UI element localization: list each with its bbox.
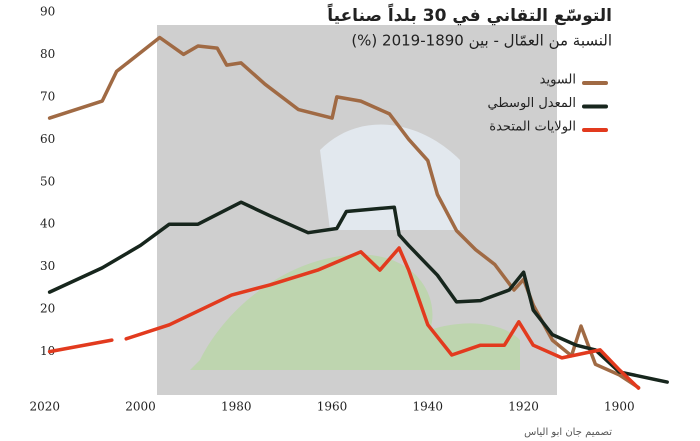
- x-tick-label: 1900: [604, 400, 635, 414]
- x-tick-label: 1960: [317, 400, 348, 414]
- x-tick-label: 1920: [508, 400, 539, 414]
- legend-label: الولايات المتحدة: [489, 120, 576, 135]
- x-tick-label: 2000: [125, 400, 156, 414]
- x-tick-label: 1980: [221, 400, 252, 414]
- y-tick-label: 20: [40, 302, 55, 316]
- y-tick-label: 70: [40, 89, 55, 103]
- y-tick-label: 50: [40, 174, 55, 188]
- chart-title: التوسّع التقاني في 30 بلداً صناعياً: [327, 2, 612, 26]
- x-tick-label: 2020: [30, 400, 61, 414]
- y-tick-label: 30: [40, 259, 55, 273]
- y-tick-label: 40: [40, 217, 55, 231]
- legend-label: المعدل الوسطي: [488, 96, 576, 111]
- y-tick-label: 80: [40, 47, 55, 61]
- series-line: [47, 35, 641, 390]
- y-tick-label: 10: [40, 344, 55, 358]
- chart-subtitle: النسبة من العمّال - بين 1890-2019 (%): [351, 32, 612, 50]
- background-shape: [320, 124, 460, 230]
- y-tick-label: 90: [40, 5, 55, 19]
- series-line: [47, 200, 669, 384]
- series-line: [47, 246, 641, 390]
- x-tick-label: 1940: [413, 400, 444, 414]
- y-tick-label: 60: [40, 132, 55, 146]
- legend-label: السويد: [540, 73, 576, 88]
- credit: تصميم جان ابو الياس: [524, 427, 612, 438]
